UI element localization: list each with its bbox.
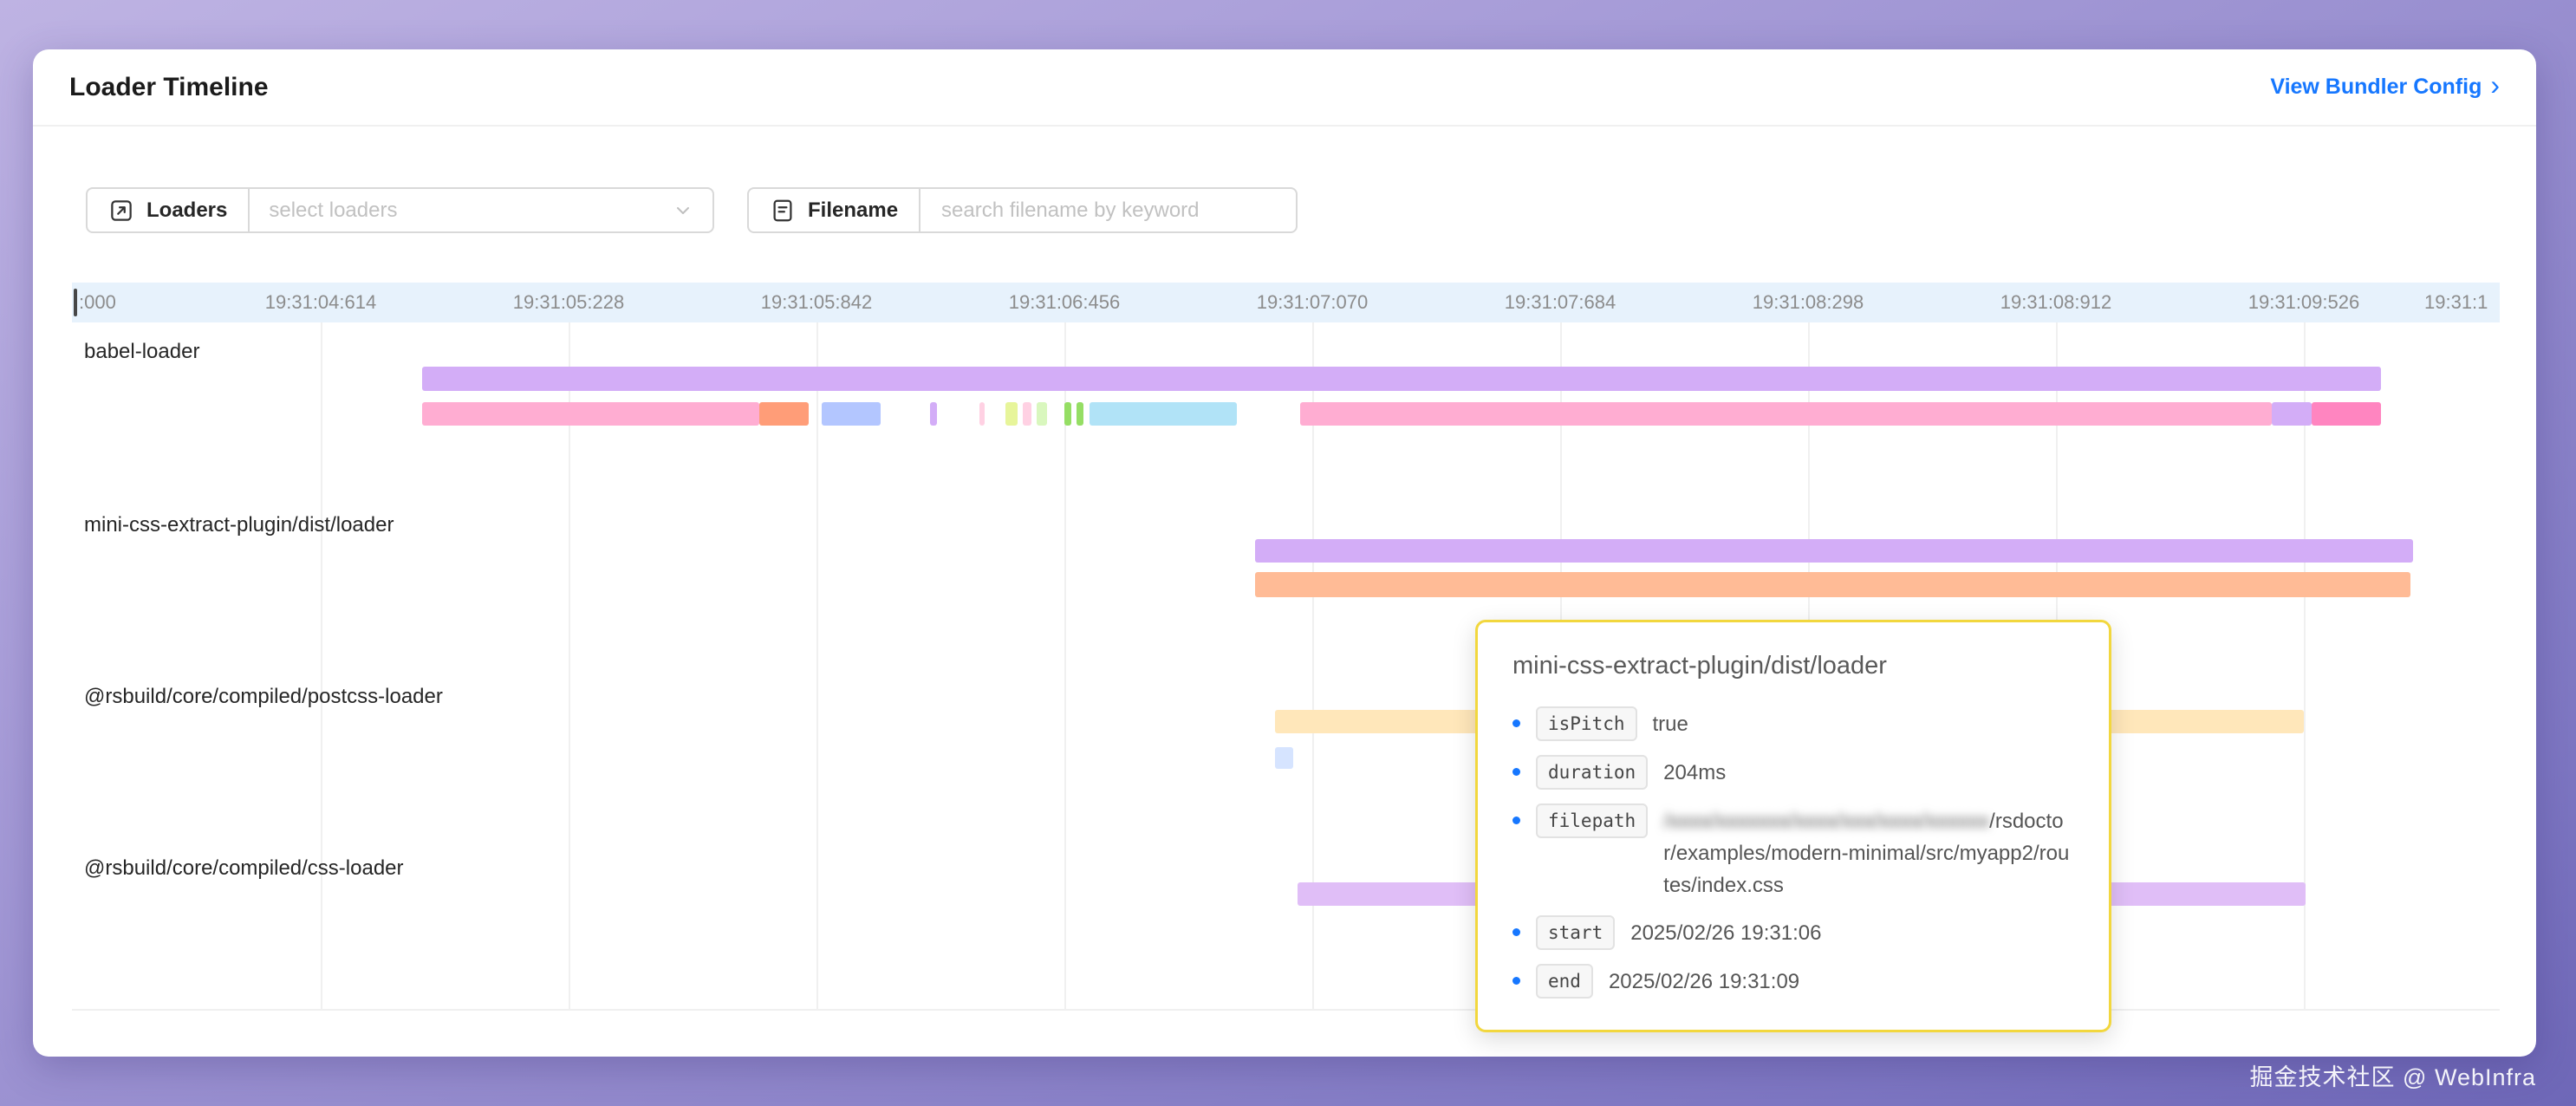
axis-tick: :000 [79, 291, 116, 313]
bullet-dot [1512, 719, 1520, 727]
bullet-dot [1512, 928, 1520, 936]
filename-filter-label-text: Filename [808, 198, 899, 222]
gridline [2304, 322, 2306, 1011]
tooltip-item: end 2025/02/26 19:31:09 [1512, 964, 2074, 999]
axis-tick: 19:31:09:526 [2247, 291, 2360, 313]
chevron-right-icon: › [2490, 69, 2500, 101]
loader-timeline-panel: Loader Timeline View Bundler Config › Lo… [33, 49, 2536, 1057]
timeline-bar[interactable] [1023, 402, 1031, 426]
gridline [1312, 322, 1314, 1011]
timeline-bar[interactable] [759, 402, 809, 426]
axis-tick: 19:31:08:298 [1752, 291, 1864, 313]
timeline-bar[interactable] [1005, 402, 1018, 426]
axis-tick: 19:31:05:228 [512, 291, 625, 313]
property-tag: start [1536, 915, 1616, 950]
tooltip-items: isPitch true duration 204ms filepath/xxxx/xx… [1512, 706, 2074, 999]
property-value: /xxxx/xxxxxxx/xxxx/xxx/xxxx/xxxxxx/rsdoc… [1663, 810, 2070, 897]
row-label: mini-css-extract-plugin/dist/loader [84, 513, 394, 537]
row-label: babel-loader [84, 340, 200, 363]
timeline-bar[interactable] [1077, 402, 1083, 426]
row-label: @rsbuild/core/compiled/postcss-loader [84, 685, 443, 708]
timeline-bar[interactable] [1255, 572, 2410, 597]
chevron-down-icon [677, 206, 689, 214]
axis-tick: 19:31:1 [2424, 291, 2488, 313]
gridline [1064, 322, 1066, 1011]
timeline-bar[interactable] [1064, 402, 1071, 426]
axis-tick: 19:31:08:912 [2000, 291, 2112, 313]
loaders-filter-label: Loaders [88, 189, 250, 231]
timeline-bar[interactable] [422, 367, 2381, 391]
filename-field [920, 189, 1296, 231]
timeline-bar[interactable] [1300, 402, 2272, 426]
tooltip-item: isPitch true [1512, 706, 2074, 741]
property-tag: isPitch [1536, 706, 1637, 741]
loaders-select[interactable]: select loaders [250, 189, 712, 231]
timeline-bar[interactable] [422, 402, 759, 426]
bullet-dot [1512, 977, 1520, 985]
axis-drag-handle[interactable] [74, 289, 77, 316]
property-tag: filepath [1536, 803, 1649, 838]
timeline-bar[interactable] [2312, 402, 2381, 426]
property-tag: duration [1536, 755, 1649, 790]
tooltip-item: duration 204ms [1512, 755, 2074, 790]
gridline [569, 322, 570, 1011]
watermark: 掘金技术社区 @ WebInfra [2249, 1064, 2536, 1090]
timeline-axis: :000 19:31:04:614 19:31:05:228 19:31:05:842… [72, 283, 2500, 322]
property-tag: end [1536, 964, 1593, 999]
blurred-path-prefix: /xxxx/xxxxxxx/xxxx/xxx/xxxx/xxxxxx [1663, 810, 1990, 833]
panel-header: Loader Timeline View Bundler Config › [33, 49, 2536, 127]
timeline-bar[interactable] [2272, 402, 2312, 426]
property-value: 2025/02/26 19:31:09 [1608, 970, 1800, 993]
timeline-bar[interactable] [1255, 539, 2413, 563]
filename-filter-group: Filename [747, 187, 1298, 233]
view-bundler-config-link[interactable]: View Bundler Config › [2270, 69, 2500, 101]
axis-tick: 19:31:04:614 [264, 291, 377, 313]
timeline-grid: babel-loader mini-css-extract-plugin/dist… [72, 322, 2500, 1011]
timeline-bar[interactable] [979, 402, 985, 426]
loader-timeline-chart: :000 19:31:04:614 19:31:05:228 19:31:05:842… [72, 283, 2500, 1011]
timeline-bar[interactable] [1037, 402, 1047, 426]
loader-icon [111, 199, 132, 221]
bullet-dot [1512, 768, 1520, 776]
file-icon [773, 199, 792, 221]
gridline [816, 322, 818, 1011]
bullet-dot [1512, 816, 1520, 824]
loaders-filter-group: Loaders select loaders [86, 187, 714, 233]
filter-bar: Loaders select loaders Filename [86, 187, 1298, 233]
axis-tick: 19:31:07:684 [1504, 291, 1617, 313]
property-value: 2025/02/26 19:31:06 [1630, 921, 1822, 945]
axis-tick: 19:31:05:842 [760, 291, 873, 313]
gridline [321, 322, 322, 1011]
page-title: Loader Timeline [69, 72, 269, 101]
config-link-label: View Bundler Config [2270, 75, 2482, 99]
filename-filter-label: Filename [749, 189, 921, 231]
tooltip-item: start 2025/02/26 19:31:06 [1512, 915, 2074, 950]
timeline-bar[interactable] [930, 402, 937, 426]
loaders-select-placeholder: select loaders [269, 198, 398, 222]
property-value: true [1652, 712, 1688, 736]
row-label: @rsbuild/core/compiled/css-loader [84, 856, 404, 880]
timeline-bar[interactable] [1090, 402, 1237, 426]
axis-tick: 19:31:06:456 [1008, 291, 1121, 313]
filename-search-input[interactable] [940, 197, 1277, 224]
tooltip-title: mini-css-extract-plugin/dist/loader [1512, 652, 1887, 680]
tooltip-item: filepath/xxxx/xxxxxxx/xxxx/xxx/xxxx/xxxx… [1512, 803, 2074, 901]
property-value: 204ms [1663, 761, 1727, 784]
timeline-bar[interactable] [822, 402, 881, 426]
timeline-bar[interactable] [1275, 747, 1293, 769]
axis-tick: 19:31:07:070 [1256, 291, 1369, 313]
loader-tooltip: mini-css-extract-plugin/dist/loader isPi… [1475, 620, 2111, 1032]
loaders-filter-label-text: Loaders [146, 198, 228, 222]
